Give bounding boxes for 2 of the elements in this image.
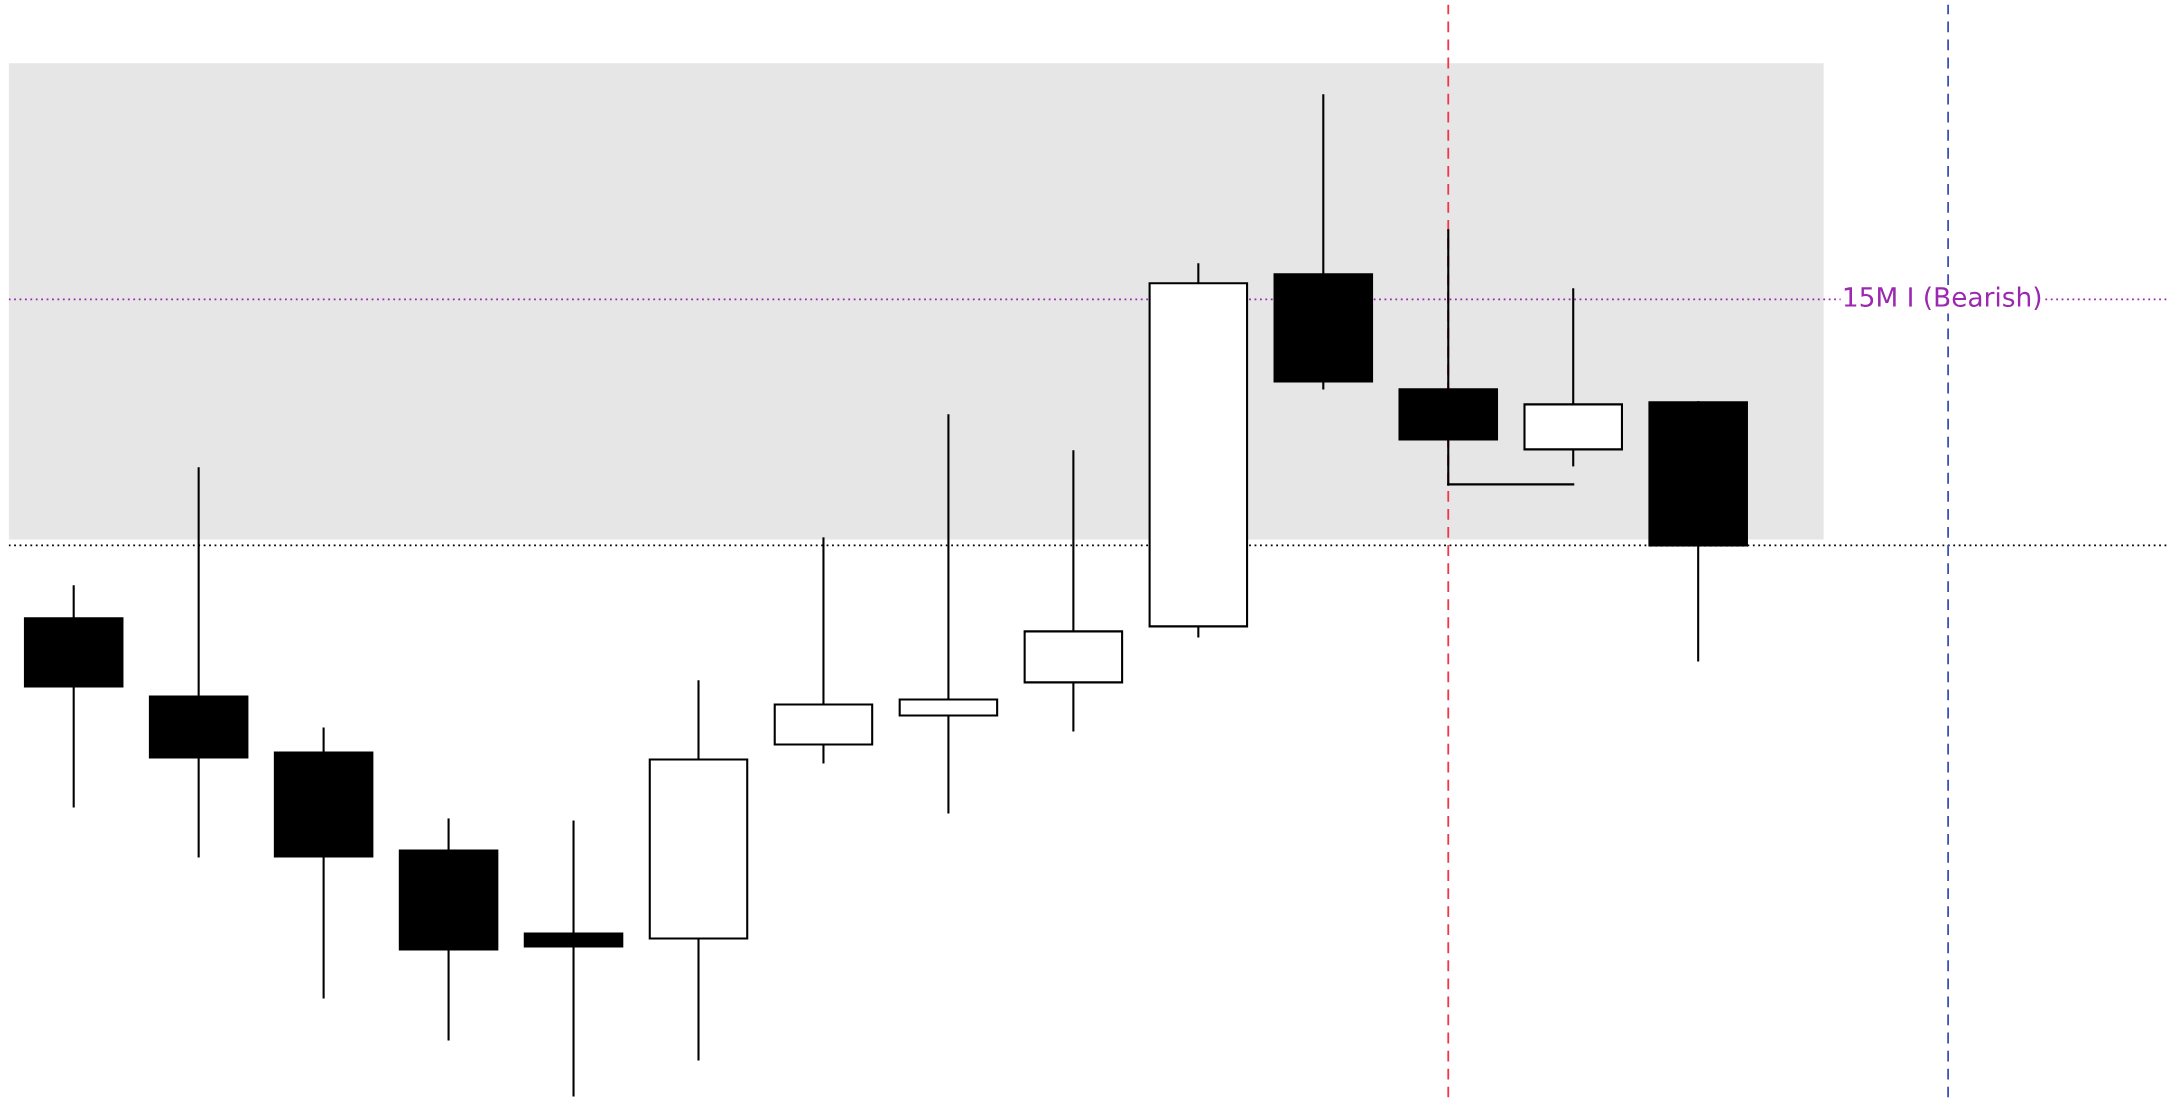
ref-line-label: 15M I (Bearish) [1844,286,2041,311]
candlestick [523,820,624,1097]
